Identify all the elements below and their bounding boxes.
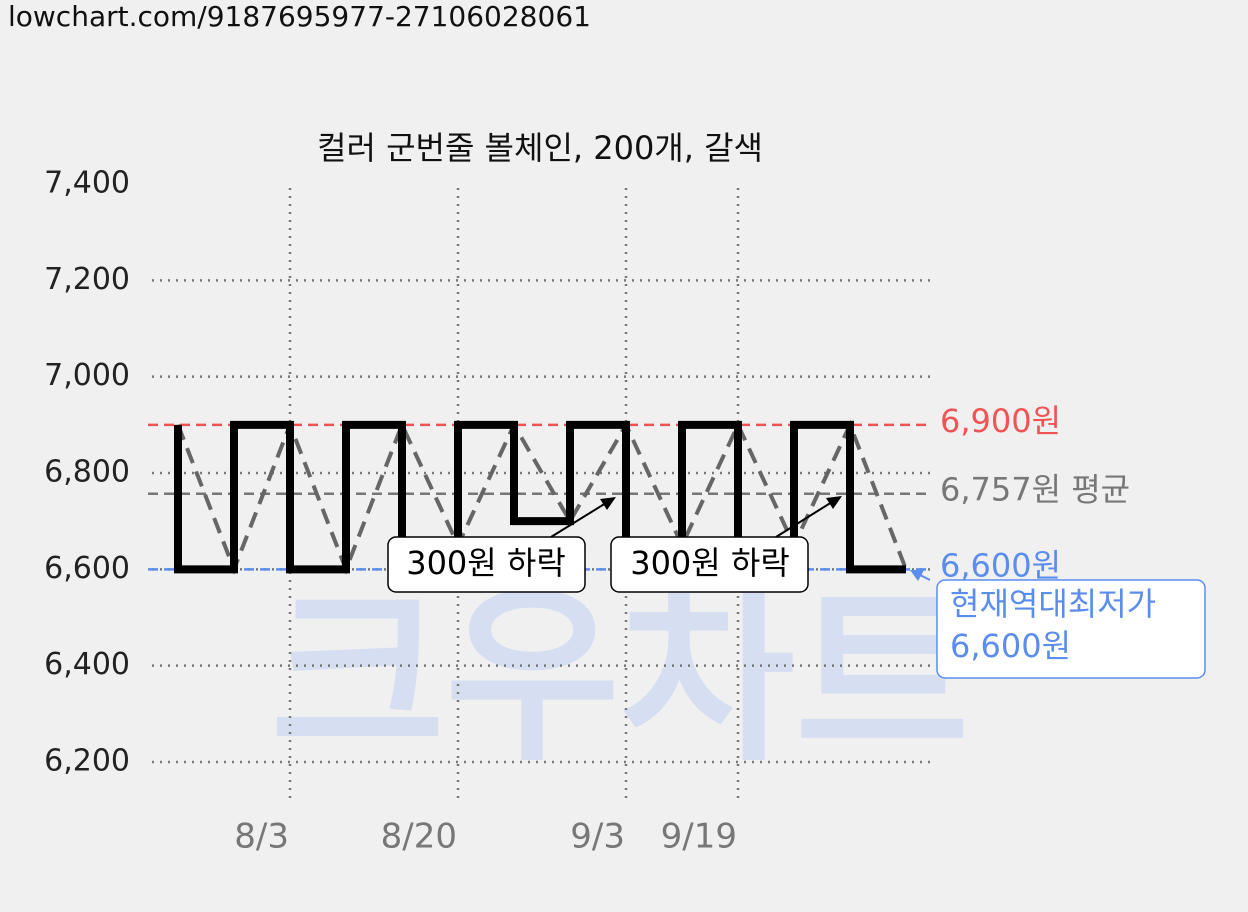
arrow xyxy=(775,501,833,538)
reference-label: 6,900원 xyxy=(940,402,1061,440)
x-tick-label: 8/20 xyxy=(381,817,457,857)
annotation: 300원 하락 xyxy=(630,544,790,582)
arrowhead xyxy=(826,496,842,509)
reference-label: 6,757원 평균 xyxy=(940,471,1130,509)
reference-label: 6,600원 xyxy=(940,546,1061,584)
x-tick-label: 9/3 xyxy=(570,817,625,857)
arrow xyxy=(919,574,931,581)
y-tick-label: 6,200 xyxy=(44,744,130,779)
annotation-box xyxy=(610,536,809,593)
arrowhead xyxy=(600,497,616,510)
annotations: 300원 하락 300원 하락 현재역대최저가 6,600원 xyxy=(387,496,1206,679)
x-tick-label: 8/3 xyxy=(234,817,289,857)
arrow xyxy=(550,502,607,538)
y-tick-label: 6,600 xyxy=(44,551,130,586)
annotation: 300원 하락 xyxy=(406,544,566,582)
callout-text: 6,600원 xyxy=(950,627,1071,665)
y-tick-label: 7,400 xyxy=(44,166,130,201)
y-tick-label: 7,200 xyxy=(44,262,130,297)
callout-box xyxy=(936,579,1206,679)
x-tick-label: 9/19 xyxy=(661,817,737,857)
trend-line xyxy=(176,419,908,575)
y-tick-label: 6,400 xyxy=(44,647,130,682)
y-tick-label: 6,800 xyxy=(44,455,130,490)
callout-text: 현재역대최저가 xyxy=(950,585,1156,623)
chart-title: 컬러 군번줄 볼체인, 200개, 갈색 xyxy=(317,129,763,167)
annotation-box xyxy=(387,536,586,593)
url: lowchart.com/9187695977-27106028061 xyxy=(8,0,591,33)
y-tick-label: 7,000 xyxy=(44,358,130,393)
watermark: 크우차트 xyxy=(270,566,969,787)
arrowhead xyxy=(910,570,924,581)
